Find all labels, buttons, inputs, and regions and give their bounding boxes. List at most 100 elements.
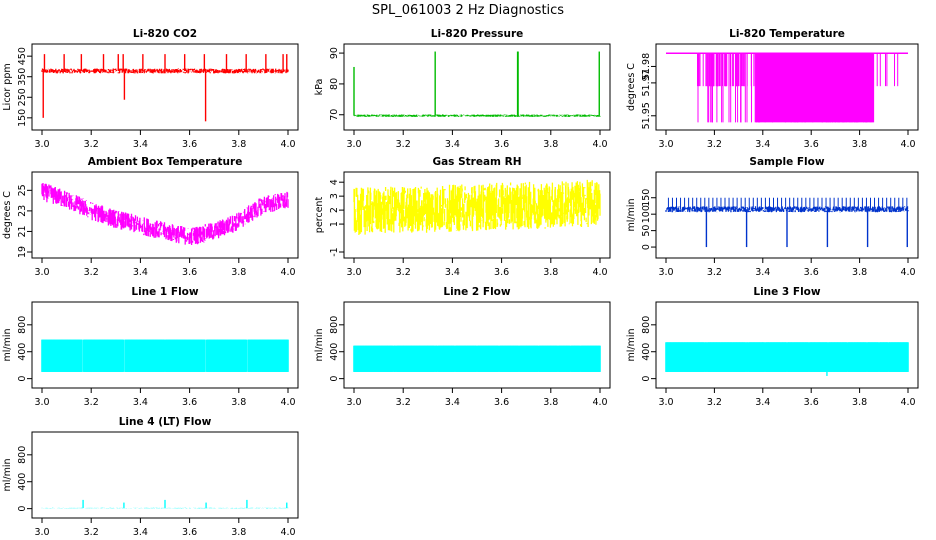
y-tick-label: 150 [17, 109, 28, 127]
x-tick-label: 3.6 [182, 397, 197, 408]
y-tick-label: 21 [17, 225, 28, 237]
panel-pressure: Li-820 Pressure 3.0 3.2 3.4 3.6 3.8 4.0 70 80 90 k… [314, 28, 611, 150]
x-tick-label: 3.0 [658, 139, 673, 150]
x-tick-label: 4.0 [280, 267, 295, 278]
y-tick-label: 400 [641, 343, 652, 361]
x-tick-label: 3.6 [804, 139, 819, 150]
y-tick-label: 0 [17, 506, 28, 512]
y-axis: 19 21 23 25 [17, 184, 32, 258]
y-tick-label: 0 [641, 244, 652, 250]
y-tick-label: 19 [17, 246, 28, 258]
series-boxtemp [41, 183, 289, 245]
series-line2 [353, 345, 601, 372]
y-axis: 150 250 350 450 [17, 47, 32, 127]
x-axis: 3.0 3.2 3.4 3.6 3.8 4.0 [658, 388, 916, 408]
x-tick-label: 3.6 [182, 267, 197, 278]
y-axis-label: degrees C [2, 191, 13, 239]
x-tick-label: 3.6 [494, 139, 509, 150]
y-axis: -1 1 2 3 4 [329, 179, 344, 257]
x-tick-label: 3.8 [231, 527, 246, 538]
data-block [353, 345, 601, 372]
x-axis: 3.0 3.2 3.4 3.6 3.8 4.0 [346, 258, 608, 278]
panel-title: Line 4 (LT) Flow [119, 416, 212, 428]
x-tick-label: 3.0 [34, 397, 49, 408]
x-tick-label: 3.4 [445, 267, 460, 278]
y-axis: 70 80 90 [329, 47, 344, 121]
x-tick-label: 3.6 [804, 267, 819, 278]
x-tick-label: 3.0 [34, 267, 49, 278]
y-tick-label: 3 [329, 193, 340, 199]
x-tick-label: 3.0 [658, 397, 673, 408]
panel-title: Line 1 Flow [131, 286, 198, 298]
x-tick-label: 3.4 [445, 139, 460, 150]
series-line4 [41, 499, 289, 509]
x-tick-label: 3.0 [658, 267, 673, 278]
series-licortemp [666, 52, 908, 123]
x-axis: 3.0 3.2 3.4 3.6 3.8 4.0 [346, 388, 608, 408]
panel-line3: Line 3 Flow 3.0 3.2 3.4 3.6 3.8 4.0 0 400 800 ml/m… [626, 286, 919, 408]
y-tick-label: 2 [329, 207, 340, 213]
plot-frame [31, 431, 299, 519]
x-tick-label: 3.2 [707, 139, 722, 150]
x-tick-label: 3.2 [396, 139, 411, 150]
y-axis-label: kPa [314, 79, 325, 96]
x-tick-label: 3.2 [396, 267, 411, 278]
y-tick-label: 51.95 [641, 102, 652, 129]
x-tick-label: 3.0 [34, 139, 49, 150]
panel-rh: Gas Stream RH 3.0 3.2 3.4 3.6 3.8 4.0 -1 1 2 3 4 per… [314, 156, 611, 278]
y-tick-label: 400 [329, 343, 340, 361]
x-tick-label: 3.8 [231, 139, 246, 150]
panel-boxtemp: Ambient Box Temperature 3.0 3.2 3.4 3.6 3.8 4.… [2, 156, 299, 278]
y-tick-label: 450 [17, 47, 28, 65]
series-line3 [665, 342, 909, 376]
series-sampleflow [665, 197, 909, 248]
y-axis: 0 400 800 [329, 316, 344, 382]
x-tick-label: 3.0 [346, 267, 361, 278]
panel-title: Li-820 CO2 [133, 28, 197, 40]
plot-frame [343, 171, 611, 259]
panel-licortemp: Li-820 Temperature 3.0 3.2 3.4 3.6 3.8 4.0 51.9… [626, 28, 919, 150]
y-tick-label: 400 [17, 473, 28, 491]
panel-title: Sample Flow [749, 156, 824, 168]
y-tick-label: 23 [17, 205, 28, 217]
data-band [353, 114, 601, 117]
y-tick-label: 400 [17, 343, 28, 361]
x-tick-label: 3.8 [852, 139, 867, 150]
y-axis-label: ml/min [626, 198, 637, 231]
y-tick-label: 150 [641, 189, 652, 207]
y-axis-label: percent [314, 197, 325, 234]
x-tick-label: 3.8 [543, 397, 558, 408]
x-tick-label: 3.8 [231, 397, 246, 408]
x-tick-label: 3.6 [494, 397, 509, 408]
y-tick-label: 800 [329, 316, 340, 334]
x-tick-label: 4.0 [592, 267, 607, 278]
y-tick-label: 800 [641, 316, 652, 334]
series-line1 [41, 339, 289, 372]
series-co2 [41, 54, 289, 122]
y-axis-label: ml/min [2, 328, 13, 361]
figure-title: SPL_061003 2 Hz Diagnostics [372, 3, 564, 18]
y-axis-label: ml/min [314, 328, 325, 361]
x-tick-label: 3.4 [445, 397, 460, 408]
x-tick-label: 3.4 [133, 397, 148, 408]
y-tick-label: 50 [641, 225, 652, 237]
y-tick-label: 250 [17, 88, 28, 106]
series-rh [353, 179, 601, 235]
y-tick-label: 4 [329, 179, 340, 185]
y-tick-label: 100 [641, 205, 652, 223]
y-axis-label: ml/min [626, 328, 637, 361]
x-tick-label: 3.0 [346, 139, 361, 150]
x-tick-label: 3.2 [84, 267, 99, 278]
plot-frame [655, 301, 919, 389]
y-axis-label: degrees C [626, 63, 637, 111]
y-tick-label: 800 [17, 446, 28, 464]
y-axis-label: Licor ppm [2, 63, 13, 110]
panel-line1: Line 1 Flow 3.0 3.2 3.4 3.6 3.8 4.0 0 400 800 ml/m… [2, 286, 299, 408]
panel-title: Gas Stream RH [432, 156, 521, 168]
x-tick-label: 4.0 [900, 397, 915, 408]
y-tick-label: 70 [329, 109, 340, 121]
y-tick-label: 350 [17, 68, 28, 86]
